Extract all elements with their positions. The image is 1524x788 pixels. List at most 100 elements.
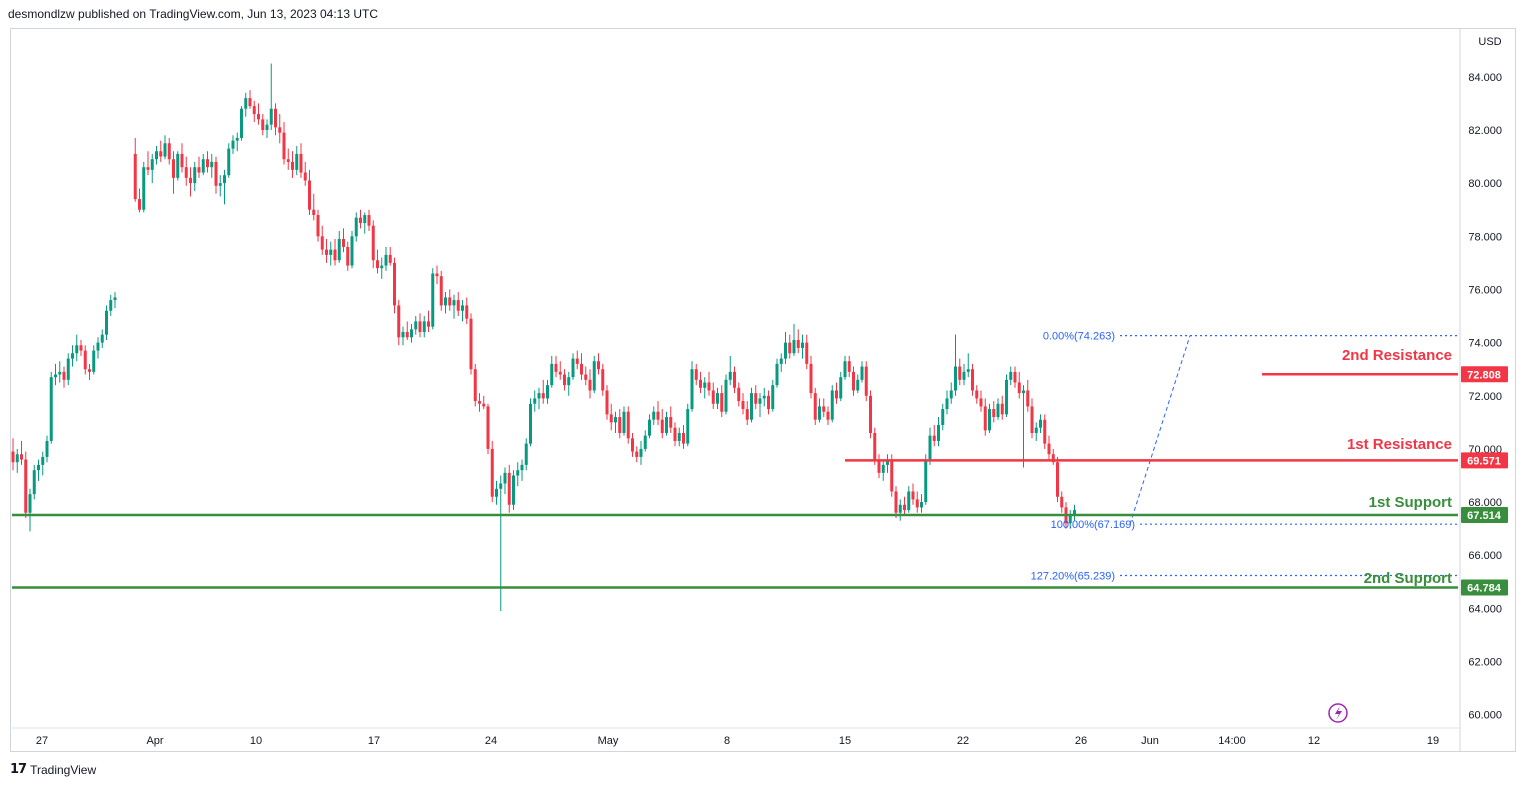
candle-body[interactable] [784,342,787,359]
candle-body[interactable] [105,310,108,335]
candle-body[interactable] [1043,419,1047,444]
candle-body[interactable] [843,361,847,378]
candle-body[interactable] [100,334,104,343]
candle-body[interactable] [635,451,639,457]
candle-body[interactable] [962,371,966,380]
candle-body[interactable] [79,345,83,351]
candle-body[interactable] [898,504,902,513]
candle-body[interactable] [992,409,996,418]
candle-body[interactable] [405,331,409,338]
candle-body[interactable] [291,161,294,170]
candle-body[interactable] [456,300,460,311]
candle-body[interactable] [954,366,957,391]
candle-body[interactable] [618,417,622,433]
candle-body[interactable] [813,393,817,420]
candle-body[interactable] [507,472,511,505]
candle-body[interactable] [248,98,252,107]
candle-body[interactable] [15,454,19,463]
candle-body[interactable] [1060,496,1064,508]
candle-body[interactable] [567,377,571,386]
candle-body[interactable] [308,180,311,210]
candle-body[interactable] [597,361,600,370]
candle-body[interactable] [639,448,643,457]
candle-body[interactable] [142,167,146,210]
candle-body[interactable] [805,342,809,364]
candle-body[interactable] [180,153,184,168]
candle-body[interactable] [818,406,821,420]
candle-body[interactable] [694,369,698,380]
candle-body[interactable] [1026,390,1030,407]
candle-body[interactable] [741,401,745,410]
candle-body[interactable] [864,366,868,396]
candle-body[interactable] [252,106,256,115]
candle-body[interactable] [652,411,656,420]
candle-body[interactable] [524,443,528,465]
candle-body[interactable] [648,419,651,436]
candle-body[interactable] [414,321,418,330]
candle-body[interactable] [771,385,775,410]
candle-body[interactable] [516,470,520,476]
candle-body[interactable] [337,238,341,261]
candle-body[interactable] [720,393,724,412]
candle-body[interactable] [754,393,758,404]
candle-body[interactable] [767,395,770,410]
candle-body[interactable] [758,398,762,404]
candle-body[interactable] [1017,382,1021,394]
candle-body[interactable] [312,209,316,216]
candle-body[interactable] [431,273,435,327]
candle-body[interactable] [792,339,796,354]
candle-body[interactable] [342,238,345,247]
candle-body[interactable] [886,459,889,465]
candle-body[interactable] [554,363,558,372]
candle-body[interactable] [762,395,766,399]
candle-body[interactable] [716,393,719,404]
candle-body[interactable] [945,398,949,410]
candle-body[interactable] [359,217,362,224]
candle-body[interactable] [167,143,171,160]
candle-body[interactable] [915,499,919,508]
candle-body[interactable] [869,395,872,433]
candle-body[interactable] [1022,390,1025,394]
candle-body[interactable] [941,409,945,426]
candle-body[interactable] [282,132,286,160]
candle-body[interactable] [350,236,354,266]
candle-body[interactable] [1034,427,1038,433]
candle-body[interactable] [71,353,74,359]
candle-body[interactable] [1056,462,1059,497]
candle-body[interactable] [801,342,804,348]
candle-body[interactable] [146,167,150,170]
candle-body[interactable] [643,435,647,449]
candle-body[interactable] [109,300,113,311]
candle-body[interactable] [320,236,324,250]
candle-body[interactable] [113,297,117,301]
candle-body[interactable] [852,371,855,391]
candle-body[interactable] [996,403,1000,418]
candle-body[interactable] [278,127,282,133]
candle-body[interactable] [503,472,507,484]
candle-body[interactable] [631,438,634,452]
candle-body[interactable] [1068,515,1072,524]
candle-body[interactable] [699,379,702,388]
candle-body[interactable] [1047,443,1051,455]
candle-body[interactable] [244,98,248,109]
candle-body[interactable] [890,459,894,492]
candle-body[interactable] [495,488,498,497]
candle-body[interactable] [609,414,613,423]
candle-body[interactable] [24,459,28,513]
candle-body[interactable] [601,369,605,391]
candle-body[interactable] [499,483,503,489]
candle-body[interactable] [520,464,524,471]
candle-body[interactable] [388,254,392,263]
candle-body[interactable] [486,406,490,449]
candle-body[interactable] [537,393,541,399]
candle-body[interactable] [189,177,192,184]
candle-body[interactable] [728,371,732,380]
candle-body[interactable] [673,427,677,441]
candle-body[interactable] [41,456,45,465]
candle-body[interactable] [11,451,15,463]
candle-body[interactable] [563,374,566,386]
candle-body[interactable] [750,393,753,420]
candle-body[interactable] [971,369,974,391]
candle-body[interactable] [159,151,163,157]
candle-body[interactable] [928,435,932,460]
